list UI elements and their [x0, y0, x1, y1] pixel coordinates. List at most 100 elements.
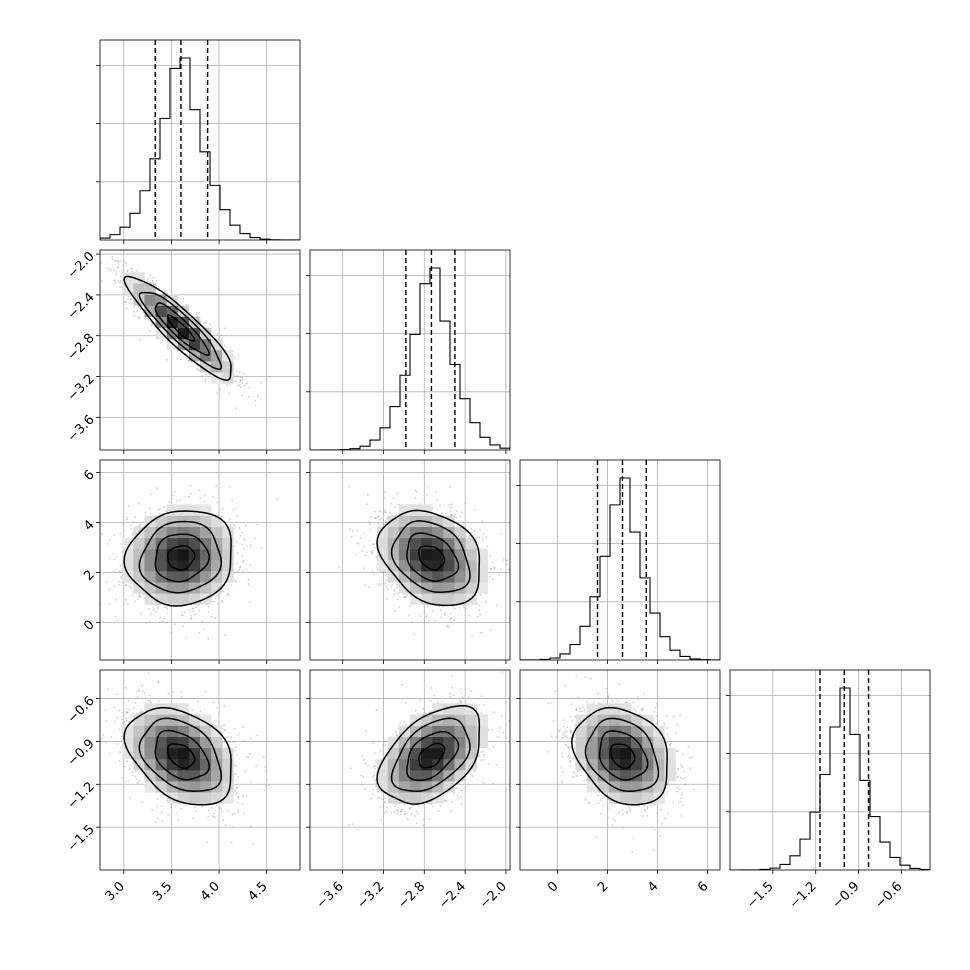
sample-point	[245, 795, 248, 798]
sample-point	[109, 752, 112, 755]
density-cell	[575, 747, 587, 760]
sample-point	[118, 580, 120, 583]
sample-point	[656, 812, 659, 814]
density-cell	[642, 736, 654, 749]
sample-point	[414, 497, 417, 499]
sample-point	[241, 394, 243, 397]
sample-point	[201, 375, 203, 378]
sample-point	[409, 806, 412, 809]
sample-point	[126, 518, 128, 521]
density-cell	[144, 571, 156, 583]
sample-point	[238, 566, 241, 569]
sample-point	[249, 564, 252, 566]
sample-point	[220, 334, 223, 337]
sample-point	[228, 740, 230, 743]
sample-point	[677, 768, 680, 771]
panel-frame	[729, 669, 931, 871]
sample-point	[373, 774, 376, 777]
sample-point	[569, 765, 572, 768]
sample-point	[234, 749, 236, 752]
sample-point	[232, 741, 235, 743]
density-cell	[166, 781, 179, 793]
density-cell	[166, 792, 179, 804]
sample-point	[400, 810, 403, 813]
sample-point	[568, 754, 570, 756]
sample-point	[400, 684, 403, 686]
sample-point	[233, 812, 236, 815]
sample-point	[568, 746, 570, 749]
sample-point	[197, 368, 200, 371]
sample-point	[166, 292, 169, 295]
sample-point	[468, 535, 471, 538]
sample-point	[450, 617, 453, 619]
sample-point	[139, 596, 142, 598]
density-cell	[443, 526, 455, 539]
x-tick-label: 0	[545, 879, 561, 895]
sample-point	[461, 790, 463, 792]
sample-point	[235, 753, 238, 756]
sample-point	[138, 594, 140, 597]
sample-point	[483, 782, 486, 785]
sample-point	[379, 518, 381, 521]
density-cell	[620, 725, 632, 737]
scatter-panel-0-1: −3.6 −3.2 −2.8 −2.4 −2.0	[65, 249, 301, 454]
sample-point	[642, 814, 644, 817]
sample-point	[149, 330, 151, 333]
sample-point	[566, 744, 568, 747]
sample-point	[496, 736, 499, 738]
sample-point	[678, 787, 681, 790]
sample-point	[659, 835, 661, 837]
density-cell	[122, 272, 134, 284]
density-cell	[200, 350, 212, 362]
density-cell	[443, 537, 455, 550]
density-cell	[410, 736, 422, 749]
sample-point	[118, 570, 120, 573]
sample-point	[140, 708, 143, 710]
density-cell	[155, 747, 167, 760]
sample-point	[415, 810, 418, 813]
density-cell	[586, 770, 599, 782]
sample-point	[160, 811, 163, 814]
sample-point	[221, 599, 223, 602]
sample-point	[256, 523, 259, 526]
sample-point	[681, 766, 684, 769]
sample-point	[369, 523, 372, 525]
sample-point	[406, 593, 409, 596]
sample-point	[379, 517, 382, 520]
sample-point	[217, 712, 220, 715]
sample-point	[468, 614, 471, 617]
sample-point	[276, 498, 279, 500]
density-cell	[144, 305, 156, 317]
sample-point	[169, 665, 171, 667]
sample-point	[242, 570, 244, 573]
sample-point	[132, 712, 135, 715]
density-cell	[200, 327, 212, 340]
sample-point	[573, 724, 576, 727]
sample-point	[203, 321, 206, 324]
sample-point	[117, 281, 120, 284]
density-cell	[376, 770, 389, 782]
sample-point	[240, 555, 243, 557]
sample-point	[654, 706, 657, 709]
sample-point	[226, 383, 229, 386]
density-cell	[144, 736, 156, 749]
sample-point	[256, 394, 259, 397]
density-cell	[597, 770, 610, 782]
density-cell	[476, 714, 489, 726]
sample-point	[203, 501, 206, 503]
sample-point	[199, 710, 202, 712]
density-cell	[586, 703, 599, 715]
density-cell	[200, 504, 212, 516]
density-cell	[188, 747, 201, 760]
density-cell	[387, 526, 400, 539]
sample-point	[224, 824, 227, 827]
density-cell	[642, 747, 654, 760]
density-cell	[155, 714, 167, 726]
density-cell	[155, 703, 167, 715]
density-cell	[465, 582, 477, 594]
density-cell	[653, 758, 665, 771]
density-cell	[166, 537, 179, 550]
sample-point	[233, 571, 236, 574]
sample-point	[257, 396, 260, 399]
sample-point	[216, 501, 219, 504]
